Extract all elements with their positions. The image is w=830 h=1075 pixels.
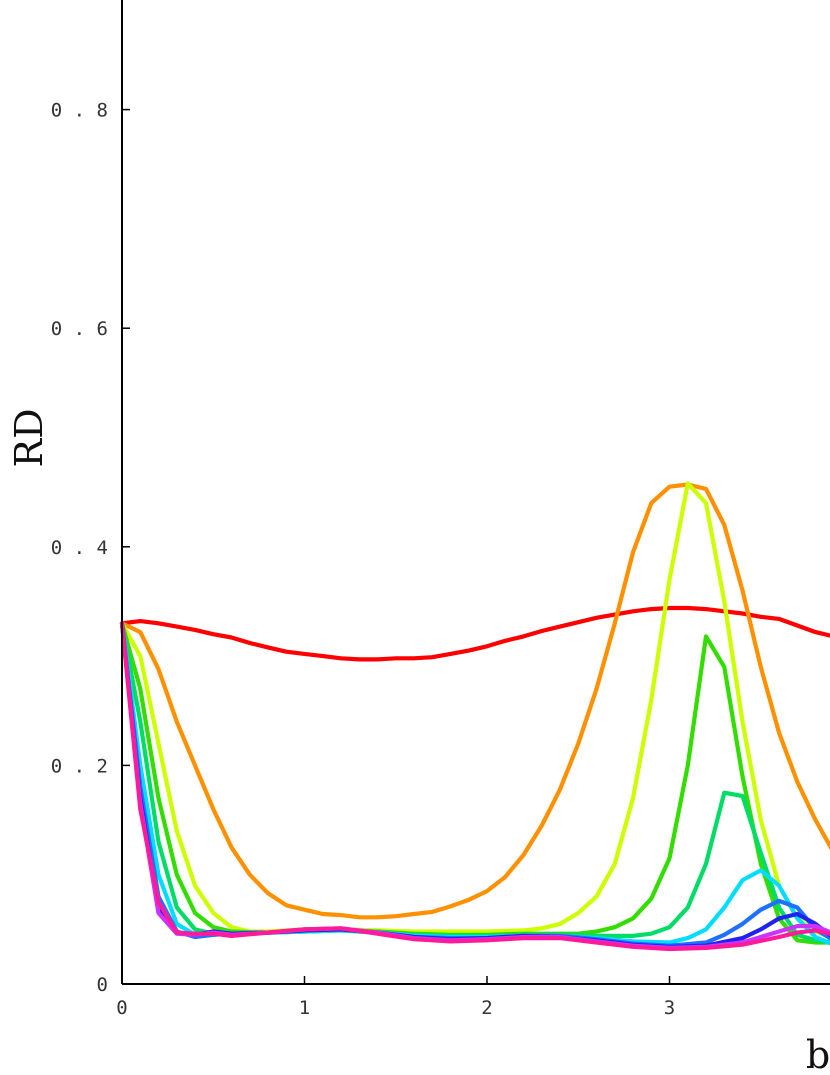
x-tick-label: 1 xyxy=(299,997,310,1019)
series-line-3 xyxy=(119,481,830,939)
y-axis-title: RD xyxy=(7,408,51,467)
series-lines xyxy=(119,481,830,952)
x-axis-title: b xyxy=(806,1033,830,1075)
y-tick-label: 0 . 2 xyxy=(51,755,108,777)
x-tick-label: 0 xyxy=(116,997,127,1019)
x-tick-label: 2 xyxy=(481,997,492,1019)
series-line-1 xyxy=(119,605,830,662)
series-line-10 xyxy=(119,621,830,952)
tick-marks: 0 0 . 2 0 . 4 0 . 6 0 . 8 0 1 2 3 xyxy=(51,100,675,1019)
y-tick-label: 0 xyxy=(97,974,108,996)
axes xyxy=(121,0,830,985)
x-tick-label: 3 xyxy=(664,997,675,1019)
series-line-2 xyxy=(119,482,830,920)
y-tick-label: 0 . 8 xyxy=(51,100,108,122)
y-tick-label: 0 . 6 xyxy=(51,318,108,340)
y-tick-label: 0 . 4 xyxy=(51,537,108,559)
